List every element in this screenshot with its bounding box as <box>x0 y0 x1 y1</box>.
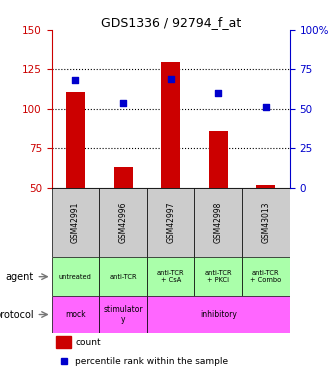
Text: stimulator
y: stimulator y <box>103 305 143 324</box>
Text: GSM42996: GSM42996 <box>119 202 128 243</box>
Bar <box>99 188 147 257</box>
Bar <box>242 257 290 296</box>
Bar <box>147 296 290 333</box>
Point <box>216 90 221 96</box>
Text: anti-TCR
+ CsA: anti-TCR + CsA <box>157 270 184 283</box>
Text: inhibitory: inhibitory <box>200 310 237 319</box>
Text: GSM42998: GSM42998 <box>214 202 223 243</box>
Bar <box>194 257 242 296</box>
Text: percentile rank within the sample: percentile rank within the sample <box>75 357 228 366</box>
Bar <box>147 188 194 257</box>
Bar <box>161 62 180 188</box>
Bar <box>256 184 275 188</box>
Point <box>263 104 268 110</box>
Bar <box>114 167 133 188</box>
Bar <box>52 188 99 257</box>
Text: protocol: protocol <box>0 309 34 320</box>
Bar <box>99 296 147 333</box>
Bar <box>52 257 99 296</box>
Bar <box>147 257 194 296</box>
Title: GDS1336 / 92794_f_at: GDS1336 / 92794_f_at <box>101 16 241 29</box>
Text: mock: mock <box>65 310 86 319</box>
Bar <box>242 188 290 257</box>
Text: GSM42991: GSM42991 <box>71 202 80 243</box>
Point <box>121 99 126 105</box>
Text: untreated: untreated <box>59 274 92 280</box>
Text: GSM42997: GSM42997 <box>166 202 175 243</box>
Point <box>168 76 173 82</box>
Bar <box>56 336 71 348</box>
Bar <box>52 296 99 333</box>
Bar <box>99 257 147 296</box>
Bar <box>66 92 85 188</box>
Text: anti-TCR
+ Combo: anti-TCR + Combo <box>250 270 281 283</box>
Point <box>73 78 78 84</box>
Text: GSM43013: GSM43013 <box>261 202 270 243</box>
Text: anti-TCR
+ PKCi: anti-TCR + PKCi <box>204 270 232 283</box>
Text: count: count <box>75 338 101 347</box>
Bar <box>194 188 242 257</box>
Bar <box>209 131 228 188</box>
Text: agent: agent <box>5 272 34 282</box>
Text: anti-TCR: anti-TCR <box>109 274 137 280</box>
